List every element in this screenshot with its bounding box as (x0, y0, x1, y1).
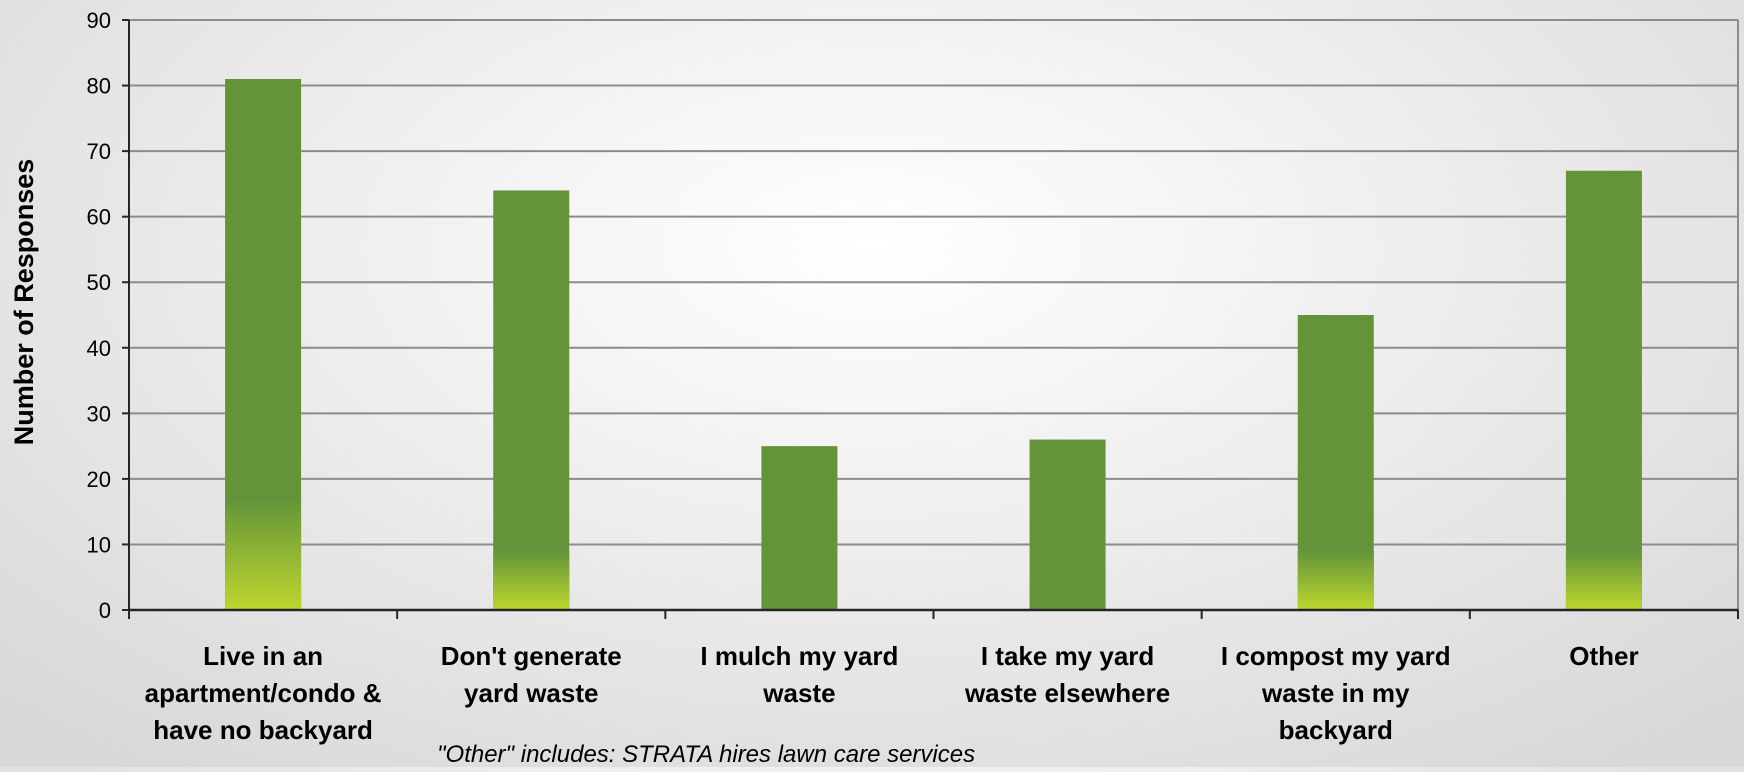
bar-base-highlight (1565, 551, 1642, 610)
category-labels: Live in an apartment/condo & have no backy… (145, 641, 1639, 745)
bar (1565, 170, 1642, 610)
y-tick-label: 0 (99, 598, 111, 623)
bar (1029, 439, 1106, 610)
y-tick-label: 50 (87, 270, 111, 295)
y-axis-label: Number of Responses (9, 159, 39, 446)
x-tick-label: I mulch my yard waste (700, 641, 898, 708)
y-tick-label: 30 (87, 401, 111, 426)
x-tick-label: Other (1569, 641, 1638, 671)
y-tick-label: 10 (87, 532, 111, 557)
x-tick-label: Don't generate yard waste (441, 641, 622, 708)
axes (122, 19, 1739, 619)
bar (761, 446, 838, 610)
bar-base-highlight (225, 498, 302, 610)
bar-base-highlight (493, 551, 570, 610)
bars (225, 79, 1642, 610)
gridlines (129, 19, 1738, 546)
x-tick-label: I take my yard waste elsewhere (964, 641, 1170, 708)
y-tick-label: 20 (87, 467, 111, 492)
y-tick-label: 90 (87, 8, 111, 33)
x-tick-label: Live in an apartment/condo & have no backy… (145, 641, 382, 745)
bar (493, 190, 570, 610)
y-tick-label: 40 (87, 336, 111, 361)
y-tick-label: 70 (87, 139, 111, 164)
footnote: "Other" includes: STRATA hires lawn care… (437, 741, 975, 767)
bar-base-highlight (1297, 551, 1374, 610)
x-tick-label: I compost my yard waste in my backyard (1221, 641, 1451, 745)
y-tick-labels: 0 10 20 30 40 50 60 70 80 90 (87, 8, 111, 623)
y-tick-label: 60 (87, 205, 111, 230)
y-tick-label: 80 (87, 74, 111, 99)
